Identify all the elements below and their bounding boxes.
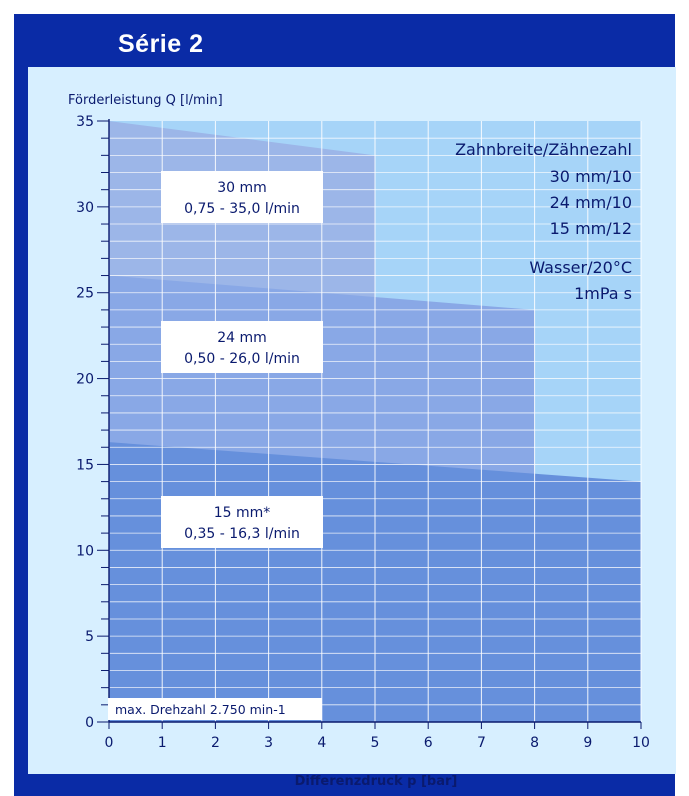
series-title: Série 2 bbox=[118, 30, 204, 58]
y-tick-label: 30 bbox=[76, 200, 94, 216]
x-tick-label: 8 bbox=[530, 735, 539, 751]
grid-layer bbox=[109, 121, 642, 722]
footnote-box: max. Drehzahl 2.750 min-1 bbox=[108, 698, 322, 720]
series-label-15mm: 15 mm* 0,35 - 16,3 l/min bbox=[161, 496, 323, 548]
footnote-text: max. Drehzahl 2.750 min-1 bbox=[115, 702, 286, 717]
legend-entry-15mm: 15 mm/12 bbox=[550, 219, 632, 238]
y-tick-label: 15 bbox=[76, 457, 94, 473]
legend-entry-30mm: 30 mm/10 bbox=[550, 167, 632, 186]
series-range: 0,35 - 16,3 l/min bbox=[184, 526, 300, 542]
x-tick-label: 7 bbox=[477, 735, 486, 751]
series-label-box bbox=[161, 321, 323, 373]
y-axis-label: Förderleistung Q [l/min] bbox=[68, 93, 223, 108]
series-label-30mm: 30 mm 0,75 - 35,0 l/min bbox=[161, 171, 323, 223]
x-tick-label: 9 bbox=[583, 735, 592, 751]
series-name: 30 mm bbox=[217, 180, 267, 196]
legend: Zahnbreite/Zähnezahl 30 mm/10 24 mm/10 1… bbox=[455, 140, 632, 303]
y-tick-label: 35 bbox=[76, 114, 94, 130]
label-layer: 30 mm 0,75 - 35,0 l/min 24 mm 0,50 - 26,0 l… bbox=[161, 171, 323, 548]
x-tick-label: 5 bbox=[371, 735, 380, 751]
legend-heading: Zahnbreite/Zähnezahl bbox=[455, 140, 632, 159]
legend-medium: Wasser/20°C bbox=[529, 258, 632, 277]
x-tick-label: 0 bbox=[105, 735, 114, 751]
series-label-box bbox=[161, 171, 323, 223]
y-tick-label: 25 bbox=[76, 286, 94, 302]
series-name: 24 mm bbox=[217, 330, 267, 346]
x-tick-label: 3 bbox=[264, 735, 273, 751]
x-tick-label: 10 bbox=[632, 735, 650, 751]
legend-viscosity: 1mPa s bbox=[574, 284, 632, 303]
y-tick-label: 5 bbox=[85, 629, 94, 645]
series-range: 0,50 - 26,0 l/min bbox=[184, 351, 300, 367]
x-tick-label: 6 bbox=[424, 735, 433, 751]
y-tick-label: 10 bbox=[76, 543, 94, 559]
x-axis-label: Differenzdruck p [bar] bbox=[295, 774, 458, 789]
x-tick-label: 1 bbox=[158, 735, 167, 751]
x-tick-label: 4 bbox=[317, 735, 326, 751]
x-tick-label: 2 bbox=[211, 735, 220, 751]
series-range: 0,75 - 35,0 l/min bbox=[184, 201, 300, 217]
legend-entry-24mm: 24 mm/10 bbox=[550, 193, 632, 212]
y-tick-label: 0 bbox=[85, 715, 94, 731]
series-label-box bbox=[161, 496, 323, 548]
series-name: 15 mm* bbox=[214, 505, 271, 521]
axes-layer: 0 5 10 15 20 25 30 35 0 1 2 3 4 5 6 7 8 9 10 bbox=[76, 114, 650, 751]
series-label-24mm: 24 mm 0,50 - 26,0 l/min bbox=[161, 321, 323, 373]
y-tick-label: 20 bbox=[76, 372, 94, 388]
